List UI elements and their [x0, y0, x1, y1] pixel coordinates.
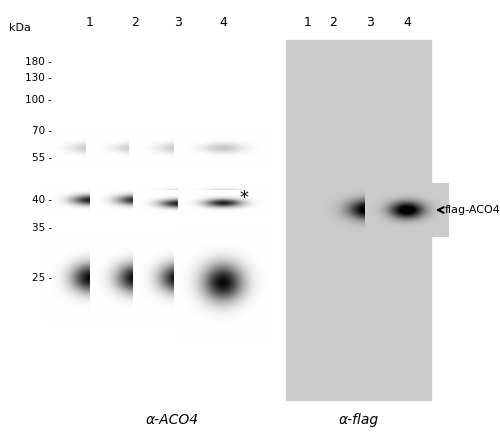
Bar: [286, 40, 431, 400]
Text: kDa: kDa: [9, 23, 31, 33]
Text: 3: 3: [366, 16, 374, 29]
Text: 70 -: 70 -: [32, 126, 52, 136]
Text: 100 -: 100 -: [26, 95, 52, 105]
Text: 130 -: 130 -: [25, 73, 52, 83]
Text: flag-ACO4: flag-ACO4: [445, 205, 500, 215]
Text: *: *: [239, 189, 248, 207]
Text: 25 -: 25 -: [32, 273, 52, 283]
Text: 3: 3: [174, 16, 182, 29]
Text: 180 -: 180 -: [25, 57, 52, 67]
Text: 40 -: 40 -: [32, 195, 52, 205]
Text: 55 -: 55 -: [32, 153, 52, 163]
Text: 4: 4: [403, 16, 411, 29]
Text: 1: 1: [86, 16, 94, 29]
Text: 4: 4: [219, 16, 227, 29]
Text: 1: 1: [304, 16, 312, 29]
Text: α-ACO4: α-ACO4: [146, 413, 199, 427]
Text: 35 -: 35 -: [32, 223, 52, 233]
Text: α-flag: α-flag: [338, 413, 378, 427]
Text: 2: 2: [329, 16, 337, 29]
Text: 2: 2: [131, 16, 139, 29]
